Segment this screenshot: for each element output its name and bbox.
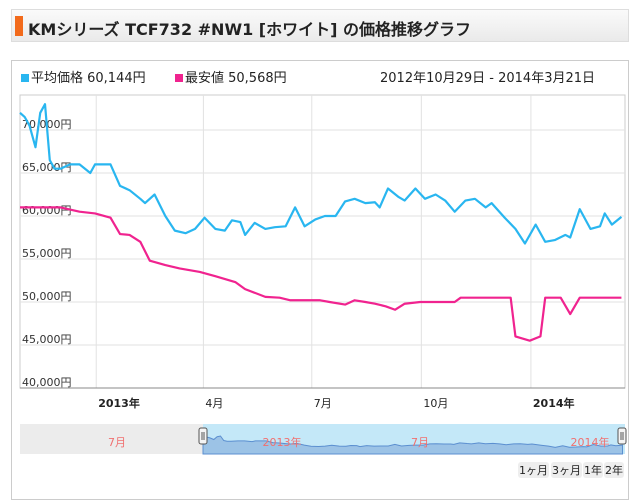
range-2y-button[interactable]: 2年 xyxy=(604,462,624,478)
price-chart: 40,000円 45,000円 50,000円 55,000円 60,000円 65,00… xyxy=(19,94,627,455)
navigator-label: 2013年 xyxy=(263,435,302,449)
legend-min-label: 最安値 50,568円 xyxy=(185,71,287,86)
range-3m-button[interactable]: 3ヶ月 xyxy=(551,462,582,478)
legend-min[interactable]: 最安値 50,568円 xyxy=(175,67,287,86)
range-1m-button[interactable]: 1ヶ月 xyxy=(518,462,549,478)
y-tick-label: 65,000円 xyxy=(22,161,72,174)
navigator-label: 7月 xyxy=(108,436,126,449)
x-tick-label: 4月 xyxy=(205,397,223,410)
x-tick-label: 7月 xyxy=(314,397,332,410)
page-title: KMシリーズ TCF732 #NW1 [ホワイト] の価格推移グラフ xyxy=(28,20,471,39)
min-swatch-icon xyxy=(175,74,183,82)
avg-price-line xyxy=(19,103,623,245)
avg-swatch-icon xyxy=(21,74,29,82)
legend-avg-label: 平均価格 60,144円 xyxy=(31,71,146,86)
x-tick-label: 10月 xyxy=(423,397,448,410)
y-tick-label: 50,000円 xyxy=(22,290,72,303)
range-1y-button[interactable]: 1年 xyxy=(583,462,603,478)
navigator-handle[interactable] xyxy=(617,427,627,445)
accent-bar xyxy=(15,16,23,36)
y-tick-label: 40,000円 xyxy=(22,376,72,389)
plot-area xyxy=(19,94,626,389)
navigator-label: 2014年 xyxy=(571,435,610,449)
min-price-line xyxy=(20,206,622,342)
navigator-label: 7月 xyxy=(411,436,429,449)
navigator-handle[interactable] xyxy=(198,427,208,445)
y-tick-label: 45,000円 xyxy=(22,333,72,346)
navigator-series xyxy=(202,435,624,455)
legend-avg[interactable]: 平均価格 60,144円 xyxy=(21,67,146,86)
y-tick-label: 60,000円 xyxy=(22,204,72,217)
page-header: KMシリーズ TCF732 #NW1 [ホワイト] の価格推移グラフ xyxy=(11,9,629,42)
date-range: 2012年10月29日 - 2014年3月21日 xyxy=(380,71,596,86)
x-tick-label: 2013年 xyxy=(98,396,140,410)
y-tick-label: 55,000円 xyxy=(22,247,72,260)
x-tick-label: 2014年 xyxy=(533,396,575,410)
